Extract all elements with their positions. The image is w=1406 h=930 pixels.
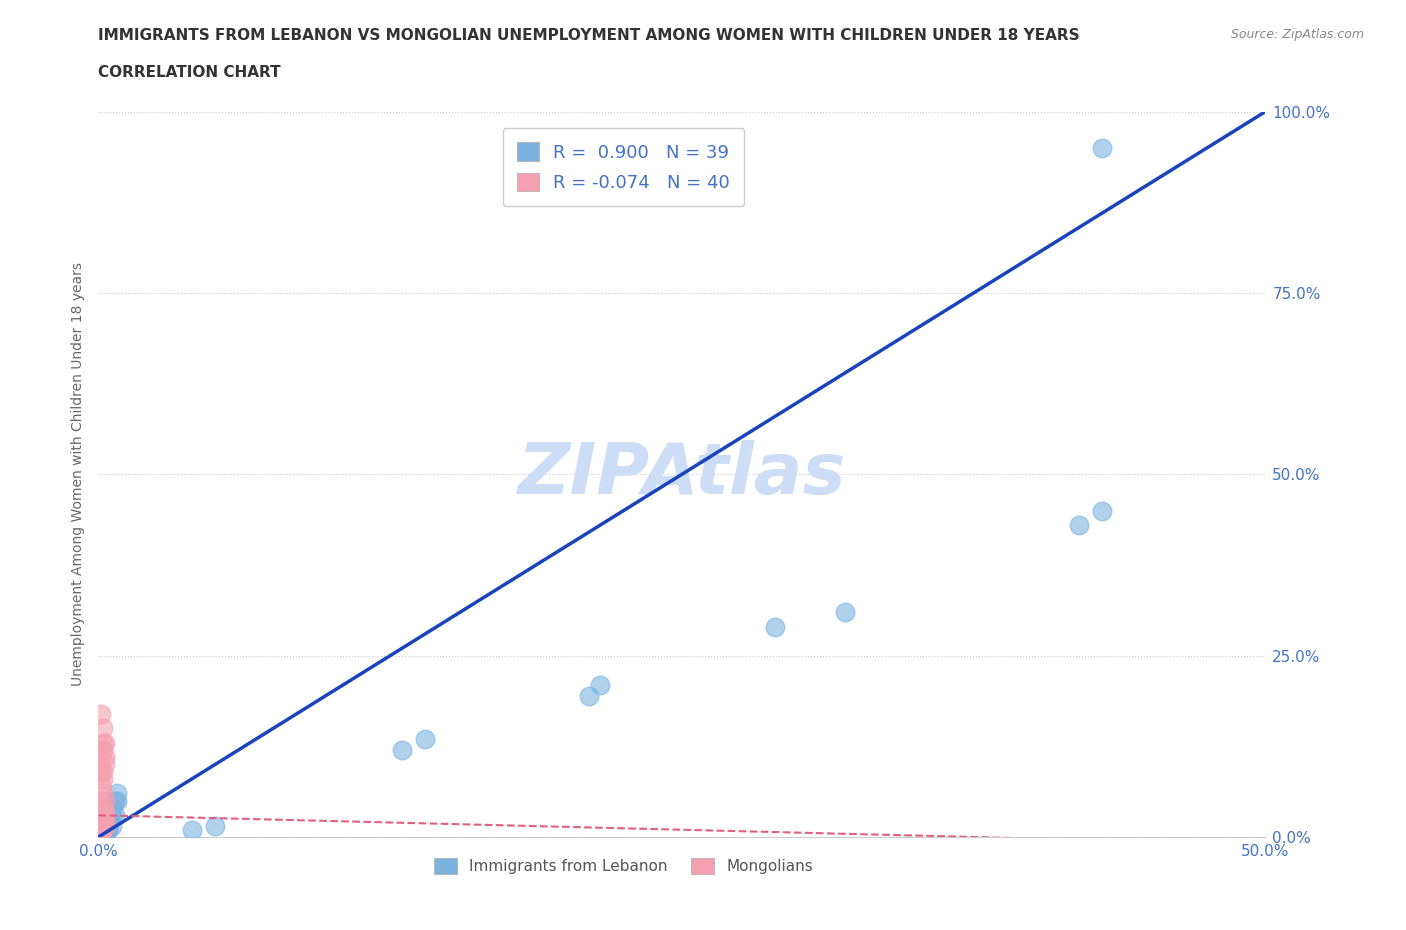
Point bbox=[90, 822, 112, 837]
Point bbox=[91, 815, 114, 830]
Point bbox=[90, 793, 112, 808]
Point bbox=[98, 801, 121, 816]
Point bbox=[90, 815, 112, 830]
Point bbox=[90, 808, 112, 823]
Point bbox=[91, 815, 114, 830]
Point bbox=[91, 818, 114, 833]
Point bbox=[91, 822, 114, 837]
Point bbox=[97, 822, 120, 837]
Point bbox=[105, 793, 128, 808]
Point bbox=[91, 801, 114, 816]
Point bbox=[90, 757, 112, 772]
Point bbox=[589, 677, 612, 692]
Point bbox=[101, 808, 124, 823]
Point bbox=[91, 721, 114, 736]
Point bbox=[91, 818, 114, 833]
Point bbox=[94, 750, 117, 764]
Point bbox=[97, 822, 120, 837]
Point bbox=[94, 815, 117, 830]
Point bbox=[97, 815, 120, 830]
Point bbox=[97, 815, 120, 830]
Point bbox=[834, 604, 856, 619]
Point bbox=[94, 808, 117, 823]
Text: ZIPAtlas: ZIPAtlas bbox=[517, 440, 846, 509]
Point bbox=[1091, 503, 1114, 518]
Point bbox=[91, 736, 114, 751]
Point bbox=[180, 822, 202, 837]
Point bbox=[94, 815, 117, 830]
Legend: Immigrants from Lebanon, Mongolians: Immigrants from Lebanon, Mongolians bbox=[429, 852, 818, 880]
Point bbox=[94, 804, 117, 819]
Point bbox=[91, 786, 114, 801]
Point bbox=[94, 808, 117, 823]
Point bbox=[91, 811, 114, 827]
Point bbox=[94, 815, 117, 830]
Point bbox=[91, 822, 114, 837]
Point bbox=[90, 778, 112, 793]
Point bbox=[90, 764, 112, 779]
Point bbox=[91, 822, 114, 837]
Point bbox=[98, 804, 121, 819]
Point bbox=[94, 815, 117, 830]
Point bbox=[91, 818, 114, 833]
Point bbox=[91, 772, 114, 787]
Point bbox=[94, 793, 117, 808]
Point bbox=[90, 822, 112, 837]
Point bbox=[90, 822, 112, 837]
Y-axis label: Unemployment Among Women with Children Under 18 years: Unemployment Among Women with Children U… bbox=[70, 262, 84, 686]
Point bbox=[94, 736, 117, 751]
Point bbox=[104, 808, 127, 823]
Point bbox=[98, 808, 121, 823]
Point bbox=[578, 688, 600, 703]
Point bbox=[94, 808, 117, 823]
Point bbox=[763, 619, 786, 634]
Point bbox=[94, 818, 117, 833]
Point bbox=[91, 818, 114, 833]
Point bbox=[91, 811, 114, 827]
Point bbox=[101, 801, 124, 816]
Point bbox=[1091, 140, 1114, 155]
Point bbox=[91, 815, 114, 830]
Point bbox=[104, 793, 127, 808]
Point bbox=[90, 826, 112, 841]
Text: IMMIGRANTS FROM LEBANON VS MONGOLIAN UNEMPLOYMENT AMONG WOMEN WITH CHILDREN UNDE: IMMIGRANTS FROM LEBANON VS MONGOLIAN UNE… bbox=[98, 28, 1080, 43]
Text: Source: ZipAtlas.com: Source: ZipAtlas.com bbox=[1230, 28, 1364, 41]
Point bbox=[94, 815, 117, 830]
Point bbox=[94, 757, 117, 772]
Point bbox=[90, 822, 112, 837]
Point bbox=[413, 732, 436, 747]
Point bbox=[105, 786, 128, 801]
Text: CORRELATION CHART: CORRELATION CHART bbox=[98, 65, 281, 80]
Point bbox=[91, 742, 114, 757]
Point bbox=[97, 811, 120, 827]
Point bbox=[90, 706, 112, 721]
Point bbox=[94, 822, 117, 837]
Point bbox=[101, 818, 124, 833]
Point bbox=[91, 742, 114, 757]
Point bbox=[204, 818, 226, 833]
Point bbox=[98, 801, 121, 816]
Point bbox=[90, 808, 112, 823]
Point bbox=[391, 742, 413, 757]
Point bbox=[91, 822, 114, 837]
Point bbox=[94, 815, 117, 830]
Point bbox=[91, 764, 114, 779]
Point bbox=[91, 801, 114, 816]
Point bbox=[1067, 518, 1090, 533]
Point bbox=[91, 815, 114, 830]
Point bbox=[91, 822, 114, 837]
